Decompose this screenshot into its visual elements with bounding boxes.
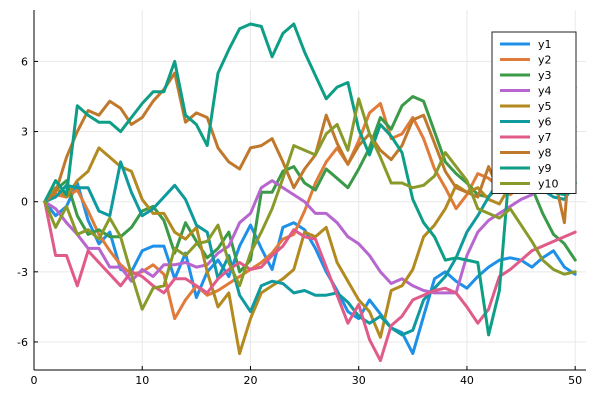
- x-tick-label: 0: [31, 374, 38, 387]
- x-tick-label: 10: [135, 374, 149, 387]
- series-line-y7: [43, 200, 577, 363]
- y-tick-label: -6: [17, 336, 28, 349]
- legend-label-y8: y8: [538, 147, 552, 160]
- series-lines: [43, 22, 577, 363]
- legend: y1 y2 y3 y4 y5 y6 y7 y8 y9 y10: [491, 31, 577, 194]
- legend-label-y10: y10: [538, 178, 559, 191]
- x-tick-label: 40: [460, 374, 474, 387]
- ticks: 0 10 20 30 40 50 -6 -3 0 3 6: [17, 55, 582, 387]
- legend-label-y2: y2: [538, 54, 552, 67]
- x-tick-label: 30: [352, 374, 366, 387]
- series-line-y9: [43, 22, 577, 337]
- legend-label-y3: y3: [538, 69, 552, 82]
- x-tick-label: 20: [243, 374, 257, 387]
- series-line-y8: [43, 71, 577, 225]
- legend-label-y1: y1: [538, 38, 552, 51]
- y-tick-label: 3: [21, 126, 28, 139]
- legend-label-y9: y9: [538, 162, 552, 175]
- legend-label-y7: y7: [538, 131, 552, 144]
- series-line-y10: [43, 97, 577, 311]
- y-tick-label: 0: [21, 196, 28, 209]
- x-tick-label: 50: [568, 374, 582, 387]
- legend-label-y4: y4: [538, 85, 552, 98]
- y-tick-label: -3: [17, 266, 28, 279]
- legend-label-y5: y5: [538, 100, 552, 113]
- series-line-y6: [43, 158, 577, 337]
- legend-label-y6: y6: [538, 116, 552, 129]
- y-tick-label: 6: [21, 55, 28, 68]
- axes: [33, 10, 586, 371]
